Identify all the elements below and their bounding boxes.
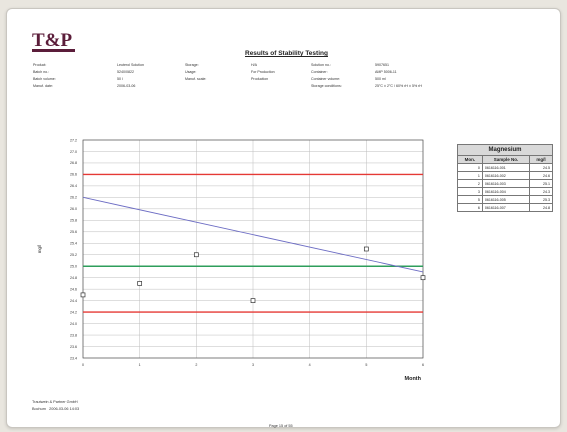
y-tick-label: 25.2 [70,253,77,257]
data-point [80,292,86,298]
y-tick-label: 27.0 [70,150,77,154]
table-header: Mon. [457,155,483,164]
x-tick-label: 3 [252,363,254,367]
y-axis-label: mg/l [37,245,42,254]
report-page: T&P Results of Stability Testing Product… [6,8,561,428]
logo-text: T&P [32,30,73,51]
table-row: 0 0616116-001 24.5 [457,163,553,172]
x-tick-label: 0 [82,363,84,367]
meta-values-1: Leuterol Solution 5240/0822 50 l 2006-03-06 [117,63,144,88]
footer-company: Trautwein & Partner GmbH [32,400,78,404]
y-tick-label: 25.0 [70,265,77,269]
data-point [420,275,426,281]
data-point [193,252,199,258]
y-tick-label: 26.8 [70,161,77,165]
footer-place: Bochum [32,407,46,411]
y-tick-label: 23.8 [70,333,77,337]
report-title: Results of Stability Testing [245,50,328,57]
trend-line [82,196,424,273]
footer: Trautwein & Partner GmbH Bochum 2006-03-… [32,399,79,413]
x-tick-label: 4 [309,363,311,367]
y-tick-label: 26.6 [70,173,77,177]
data-point [363,246,369,252]
table-title: Magnesium [457,144,553,156]
table-row: 6 0616116-007 24.8 [457,203,553,212]
meta-labels-3: Solution no.: Container: Container volume:… [311,63,342,88]
y-tick-label: 24.4 [70,299,77,303]
table-header: Sample No. [481,155,531,164]
meta-values-2: H/A For Production Production [251,63,275,81]
y-tick-label: 25.8 [70,219,77,223]
footer-datetime: 2006-03-06 14:03 [49,407,80,411]
company-logo: T&P [32,30,75,52]
y-tick-label: 24.2 [70,310,77,314]
y-tick-label: 26.0 [70,207,77,211]
plot-frame [82,139,424,359]
y-tick-label: 23.4 [70,356,77,360]
x-axis-label: Month [405,376,422,382]
page-number: Page 15 of 55 [269,424,293,428]
x-tick-label: 2 [195,363,197,367]
y-tick-label: 24.8 [70,276,77,280]
table-row: 3 0616116-004 24.3 [457,187,553,196]
data-point [137,281,143,286]
table-row: 2 0616116-003 25.1 [457,179,553,188]
y-tick-label: 26.4 [70,184,77,188]
table-row: 5 0616116-005 25.3 [457,195,553,204]
table-header: mg/l [529,155,553,164]
y-tick-label: 25.4 [70,242,77,246]
x-tick-label: 6 [422,363,424,367]
y-tick-label: 24.0 [70,322,77,326]
table-row: 1 0616116-002 24.6 [457,171,553,180]
data-point [250,298,256,303]
x-tick-label: 1 [139,363,141,367]
meta-labels-1: Product: Batch no.: Batch volume: Manuf. da… [33,63,56,88]
x-tick-label: 5 [365,363,367,367]
stability-chart: 23.4 23.6 23.8 24.0 24.2 24.4 24.6 24.8 25.0 25.2… [37,138,426,382]
y-tick-label: 26.2 [70,196,77,200]
y-tick-label: 23.6 [70,345,77,349]
meta-labels-2: Storage: Usage: Manuf. scale: [185,63,207,81]
y-tick-label: 25.6 [70,230,77,234]
y-tick-label: 27.2 [70,138,77,142]
y-tick-label: 24.6 [70,287,77,291]
magnesium-table: Magnesium Mon. Sample No. mg/l 0 0616116-… [457,144,553,212]
meta-values-3: 5907651 AMP 5006-11 500 ml 25°C ± 2°C / 60%… [375,63,422,88]
